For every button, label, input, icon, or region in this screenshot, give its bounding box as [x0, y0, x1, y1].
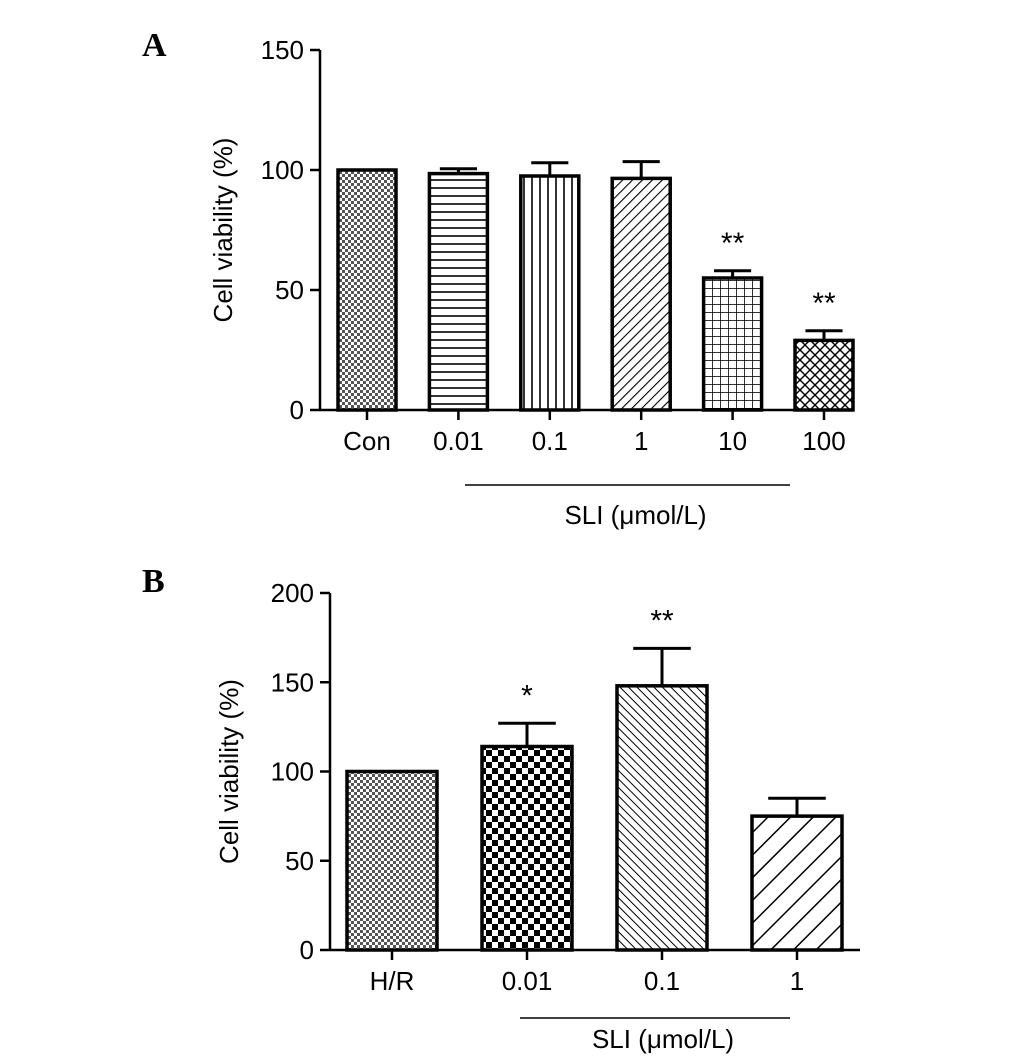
y-tick-label: 50 [285, 846, 314, 876]
significance-marker: ** [812, 287, 836, 320]
y-tick-label: 150 [271, 667, 314, 697]
x-tick-label: 1 [790, 966, 804, 996]
x-tick-label: 0.1 [532, 426, 568, 456]
x-tick-label: 0.1 [644, 966, 680, 996]
y-tick-label: 200 [271, 578, 314, 608]
x-tick-label: Con [343, 426, 391, 456]
significance-marker: * [521, 679, 533, 712]
group-label: SLI (μmol/L) [564, 500, 706, 530]
chart-a: 0 50 100 150 Cell viability (%) Con 0.01 0.1 1 **… [208, 35, 855, 530]
y-tick-label: 100 [271, 757, 314, 787]
bar-1 [750, 814, 844, 952]
x-tick-label: 1 [634, 426, 648, 456]
y-tick-label: 150 [261, 35, 304, 65]
panel-letter-a: A [142, 27, 167, 64]
y-tick-label: 100 [261, 155, 304, 185]
x-tick-label: 100 [802, 426, 845, 456]
bar-H-R [345, 769, 439, 952]
x-tick-label: H/R [370, 966, 415, 996]
panel-letter-b: B [142, 563, 165, 600]
chart-b: 0 50 100 150 200 Cell viability (%) H/R * 0.01 **… [214, 578, 860, 1054]
bar-1 [610, 176, 672, 412]
bar-0-1 [519, 174, 581, 412]
x-tick-label: 10 [718, 426, 747, 456]
significance-marker: ** [721, 227, 745, 260]
x-tick-label: 0.01 [502, 966, 553, 996]
significance-marker: ** [650, 604, 674, 637]
bar-10 [701, 276, 764, 412]
bar-0-01 [480, 744, 574, 952]
y-tick-label: 50 [275, 275, 304, 305]
y-axis-label: Cell viability (%) [208, 138, 238, 323]
bar-Con [336, 168, 398, 412]
y-tick-label: 0 [290, 395, 304, 425]
group-label: SLI (μmol/L) [592, 1024, 734, 1054]
bar-0-1 [615, 684, 709, 952]
y-tick-label: 0 [300, 935, 314, 965]
bar-100 [793, 338, 855, 412]
bar-0-01 [427, 171, 490, 412]
y-axis-label: Cell viability (%) [214, 679, 244, 864]
x-tick-label: 0.01 [433, 426, 484, 456]
